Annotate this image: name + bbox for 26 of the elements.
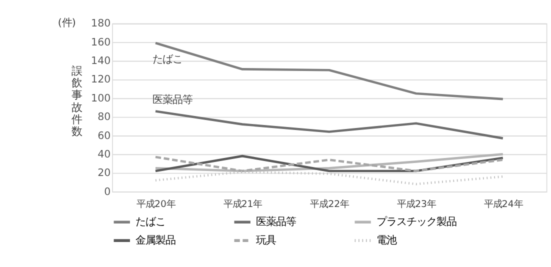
legend-label: プラスチック製品 <box>376 216 456 228</box>
legend-label: 玩具 <box>256 234 276 246</box>
x-tick-label: 平成24年 <box>484 198 523 210</box>
y-tick-label: 40 <box>98 148 111 160</box>
y-tick-label: 180 <box>91 18 111 30</box>
text: (件) <box>58 17 76 30</box>
y-tick-label: 0 <box>104 186 111 198</box>
y-tick-label: 60 <box>98 130 111 142</box>
y-tick-label: 100 <box>91 92 111 104</box>
x-tick-label: 平成22年 <box>310 198 350 210</box>
y-tick-label: 160 <box>91 36 111 48</box>
x-tick-label: 平成23年 <box>397 198 436 210</box>
x-tick-label: 平成21年 <box>223 198 262 210</box>
annotation: たばこ <box>152 54 183 66</box>
legend-label: 電池 <box>376 234 396 246</box>
y-tick-label: 140 <box>91 55 111 68</box>
x-tick-label: 平成20年 <box>136 198 176 210</box>
annotation: 医薬品等 <box>152 94 193 106</box>
legend-label: 金属製品 <box>135 234 176 246</box>
legend-label: たばこ <box>135 216 166 228</box>
y-axis-title: 誤飲事故件数 <box>72 64 83 138</box>
y-tick-label: 80 <box>98 111 111 124</box>
legend-label: 医薬品等 <box>256 216 296 228</box>
y-tick-label: 20 <box>98 167 111 180</box>
y-tick-label: 120 <box>91 74 111 86</box>
line-series <box>154 110 504 140</box>
